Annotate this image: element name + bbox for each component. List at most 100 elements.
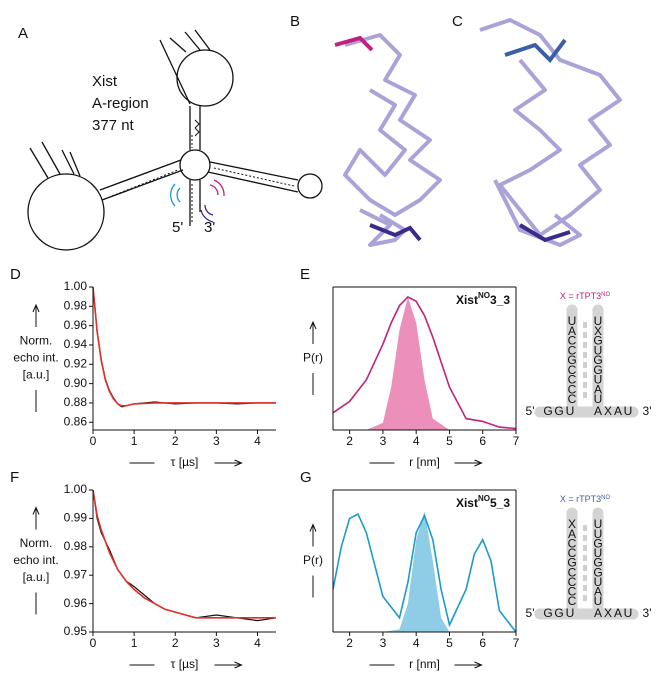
legend-part: NO [601, 292, 610, 298]
nucleotide: X [604, 404, 612, 418]
x-tick-label: 4 [254, 636, 261, 650]
label-site [369, 223, 422, 242]
nucleotide: G [593, 363, 602, 377]
distribution-area [333, 297, 516, 430]
rna-region: A-region [92, 95, 149, 112]
nucleotide: C [568, 536, 577, 550]
y-tick-label: 0.92 [64, 356, 88, 370]
x-axis-label: r [nm] [409, 657, 440, 671]
x-tick-label: 4 [413, 636, 420, 650]
series-line [92, 286, 276, 408]
y-axis-label: echo int. [13, 351, 58, 365]
x-tick-label: 2 [172, 434, 179, 448]
y-axis-label: P(r) [303, 553, 323, 567]
y-axis-label: Norm. [20, 536, 53, 550]
panel-label: F [10, 469, 19, 486]
x-tick-label: 6 [479, 636, 486, 650]
panel-label: C [452, 13, 463, 30]
nucleotide: X [594, 324, 602, 338]
nucleotide: X [568, 517, 576, 531]
x-tick-label: 4 [413, 434, 420, 448]
x-tick-label: 3 [213, 434, 220, 448]
chart-title: XistNO5_3 [456, 494, 510, 510]
legend-part: X = rTPT3 [560, 291, 601, 301]
x-tick-label: 6 [479, 434, 486, 448]
nucleotide: U [594, 343, 603, 357]
y-tick-label: 0.95 [64, 624, 88, 638]
rna-backbone [534, 304, 639, 418]
arrow-head [32, 303, 40, 313]
series-line [92, 489, 276, 619]
x-tick-label: 1 [131, 434, 138, 448]
x-axis-label: τ [µs] [171, 455, 199, 469]
end-label: 3' [643, 404, 652, 418]
y-tick-label: 0.98 [64, 539, 88, 553]
x-tick-label: 3 [213, 636, 220, 650]
distribution-area [333, 511, 516, 632]
y-axis-label: [a.u.] [23, 368, 50, 382]
x-tick-label: 7 [513, 636, 520, 650]
nucleotide: G [554, 606, 563, 620]
nucleotide: C [568, 382, 577, 396]
arrow-head [309, 320, 317, 330]
panel-label: E [300, 266, 310, 283]
nucleotide: G [593, 565, 602, 579]
nucleotide: A [594, 382, 602, 396]
nucleotide: U [594, 546, 603, 560]
nucleotide: U [594, 517, 603, 531]
nucleotide: G [543, 606, 552, 620]
nucleotide: C [568, 575, 577, 589]
nucleotide: G [567, 353, 576, 367]
nucleotide: G [554, 404, 563, 418]
y-axis-label: echo int. [13, 553, 58, 567]
nucleotide: C [568, 546, 577, 560]
title-part: Xist [456, 293, 478, 307]
title-part: NO [478, 494, 490, 503]
x-tick-label: 3 [380, 434, 387, 448]
legend-part: NO [601, 495, 610, 501]
nucleotide: A [594, 606, 602, 620]
series-line [92, 489, 277, 622]
panel-label: B [290, 13, 300, 30]
end-label: 5' [526, 606, 535, 620]
chart-title: XistNO3_3 [456, 291, 510, 307]
rna-length: 377 nt [92, 117, 135, 134]
y-tick-label: 0.94 [64, 337, 88, 351]
nucleotide: C [568, 392, 577, 406]
nucleotide: G [593, 353, 602, 367]
panel-label: G [300, 469, 312, 486]
label-site [504, 38, 567, 64]
nucleotide: G [593, 536, 602, 550]
rna-legend: X = rTPT3NO [560, 494, 611, 504]
series-line [92, 286, 276, 407]
nucleotide: C [568, 363, 577, 377]
nucleotide: X [604, 606, 612, 620]
end-label: 3' [204, 219, 215, 236]
nucleotide: A [594, 585, 602, 599]
nucleotide: C [568, 585, 577, 599]
nucleotide: U [568, 314, 577, 328]
end-label: 3' [643, 606, 652, 620]
x-tick-label: 7 [513, 434, 520, 448]
title-part: 3_3 [490, 293, 510, 307]
label-site [334, 35, 374, 52]
molecule-model [343, 18, 622, 247]
nucleotide: U [594, 575, 603, 589]
y-axis-label: [a.u.] [23, 570, 50, 584]
nucleotide: U [594, 527, 603, 541]
label-site [518, 223, 571, 243]
nucleotide: U [624, 404, 633, 418]
x-tick-label: 2 [346, 434, 353, 448]
nucleotide: A [614, 606, 622, 620]
x-tick-label: 3 [380, 636, 387, 650]
nucleotide: C [568, 594, 577, 608]
legend-part: X = rTPT3 [560, 494, 601, 504]
title-part: NO [478, 291, 490, 300]
y-tick-label: 0.98 [64, 298, 88, 312]
series-line [332, 296, 517, 430]
y-tick-label: 1.00 [64, 482, 88, 496]
nucleotide: A [614, 404, 622, 418]
rna-legend: X = rTPT3NO [560, 291, 611, 301]
y-tick-label: 0.90 [64, 376, 88, 390]
